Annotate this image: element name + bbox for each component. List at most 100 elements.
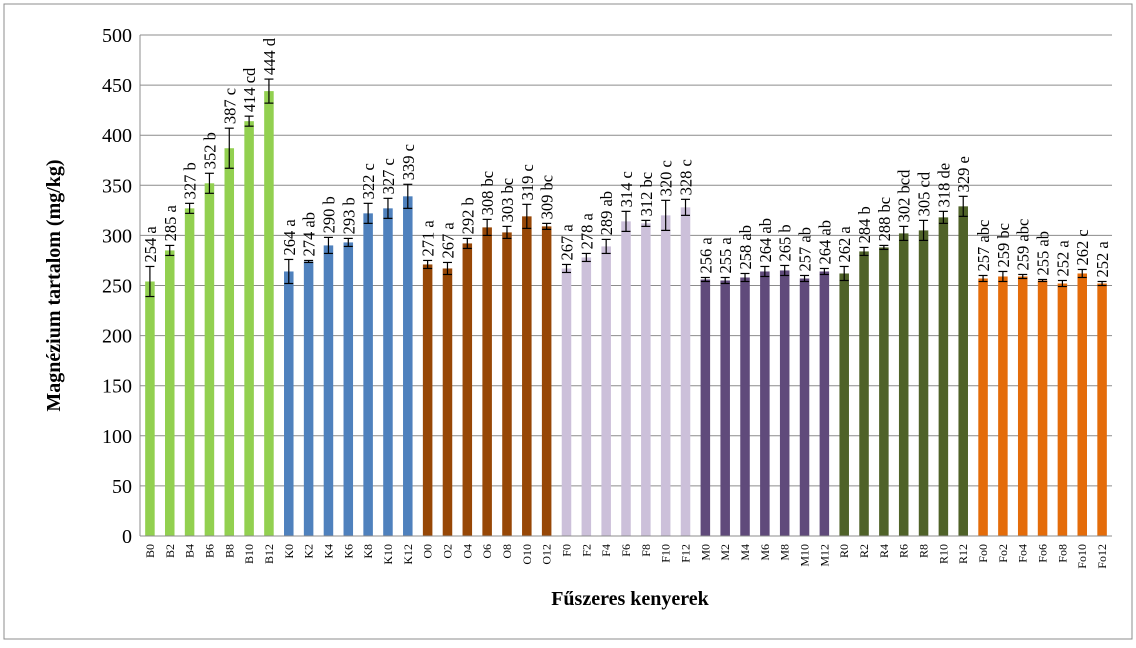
bar	[918, 230, 929, 536]
x-tick-label: B6	[202, 544, 216, 558]
y-tick-label: 150	[102, 376, 132, 398]
data-label: 303 bc	[498, 178, 517, 222]
bar	[740, 277, 750, 536]
error-bar	[323, 236, 333, 255]
error-bar	[1038, 278, 1048, 283]
bar	[184, 208, 195, 536]
bar	[164, 250, 175, 536]
x-tick-label: B10	[242, 544, 256, 564]
x-tick-label: K10	[381, 544, 395, 565]
data-label: 271 a	[419, 220, 438, 257]
x-tick-label: O2	[440, 544, 454, 559]
x-tick-label: O12	[540, 544, 554, 565]
x-tick-label: F6	[619, 544, 633, 557]
data-label: 318 de	[934, 163, 953, 207]
x-tick-label: B0	[143, 544, 157, 558]
data-label: 327 c	[379, 158, 398, 194]
x-tick-label: R12	[956, 544, 970, 564]
bar	[482, 227, 492, 536]
data-label: 255 a	[716, 237, 735, 274]
x-tick-label: M4	[738, 544, 752, 561]
x-tick-label: B4	[183, 544, 197, 558]
error-bar	[780, 264, 790, 277]
bar	[522, 216, 532, 536]
bar	[204, 183, 215, 536]
error-bar	[621, 210, 631, 232]
x-tick-label: K12	[401, 544, 415, 565]
data-label: 329 e	[954, 156, 973, 192]
data-label: 285 a	[161, 205, 180, 242]
bar	[779, 270, 790, 536]
y-tick-label: 300	[102, 225, 132, 247]
data-label: 322 c	[359, 163, 378, 199]
bar	[700, 279, 711, 536]
x-tick-label: F0	[559, 544, 573, 557]
error-bar	[462, 237, 472, 250]
data-label: 387 c	[220, 88, 239, 124]
error-bar	[204, 172, 214, 194]
bar	[303, 261, 314, 536]
data-label: 312 bc	[637, 172, 656, 216]
data-label: 267 a	[557, 224, 576, 261]
bar	[958, 206, 968, 537]
data-label: 414 cd	[240, 67, 259, 112]
error-bar	[145, 265, 155, 298]
bar	[1037, 280, 1048, 536]
y-tick-labels: 0 50 100 150 200 250 300 350 400 450 500	[102, 25, 132, 548]
bar	[422, 264, 433, 536]
x-tick-label: B2	[163, 544, 177, 558]
x-tick-label: O4	[460, 544, 474, 559]
data-label: 339 c	[399, 144, 418, 180]
bars	[145, 91, 1107, 537]
bar	[799, 278, 810, 536]
x-tick-label: B12	[262, 544, 276, 564]
y-tick-label: 500	[102, 25, 132, 47]
x-tick-label: M12	[817, 544, 831, 567]
error-bar	[958, 195, 968, 217]
data-label: 252 a	[1053, 240, 1072, 277]
data-label: 328 c	[677, 159, 696, 195]
error-bar	[284, 258, 294, 285]
error-bar	[581, 252, 591, 263]
x-tick-label: K4	[321, 544, 335, 559]
error-bar	[423, 259, 433, 270]
bar	[343, 242, 354, 536]
data-label: 288 bc	[875, 197, 894, 241]
y-tick-label: 200	[102, 326, 132, 348]
y-tick-label: 250	[102, 276, 132, 298]
error-bar	[1077, 268, 1087, 279]
data-label: 264 a	[280, 219, 299, 256]
data-label: 252 a	[1093, 241, 1112, 278]
data-label: 262 c	[1073, 229, 1092, 265]
bar	[720, 280, 730, 536]
x-axis-title: Fűszeres kenyerek	[551, 588, 709, 610]
error-bar	[264, 78, 274, 104]
bar	[502, 232, 512, 537]
x-tick-label: M2	[718, 544, 732, 561]
error-bars	[145, 78, 1107, 298]
x-tick-label: O8	[500, 544, 514, 559]
data-label: 274 ab	[300, 212, 319, 256]
error-bar	[998, 270, 1008, 283]
y-tick-label: 400	[102, 125, 132, 147]
data-label: 267 a	[438, 222, 457, 259]
bar	[462, 243, 473, 536]
error-bar	[363, 202, 373, 224]
data-label: 258 ab	[736, 225, 755, 269]
x-tick-label: F2	[579, 544, 593, 557]
data-label: 257 ab	[796, 227, 815, 271]
error-bar	[760, 265, 770, 278]
y-tick-label: 50	[112, 476, 132, 498]
x-tick-label: R6	[897, 544, 911, 558]
x-tick-label: K6	[341, 544, 355, 559]
bar	[1077, 273, 1088, 536]
data-label: 264 ab	[756, 218, 775, 262]
bar	[978, 278, 988, 536]
data-label: 305 cd	[915, 171, 934, 216]
error-bar	[442, 261, 452, 276]
error-bar	[919, 219, 929, 242]
data-label: 314 c	[617, 171, 636, 207]
bar	[403, 196, 413, 536]
